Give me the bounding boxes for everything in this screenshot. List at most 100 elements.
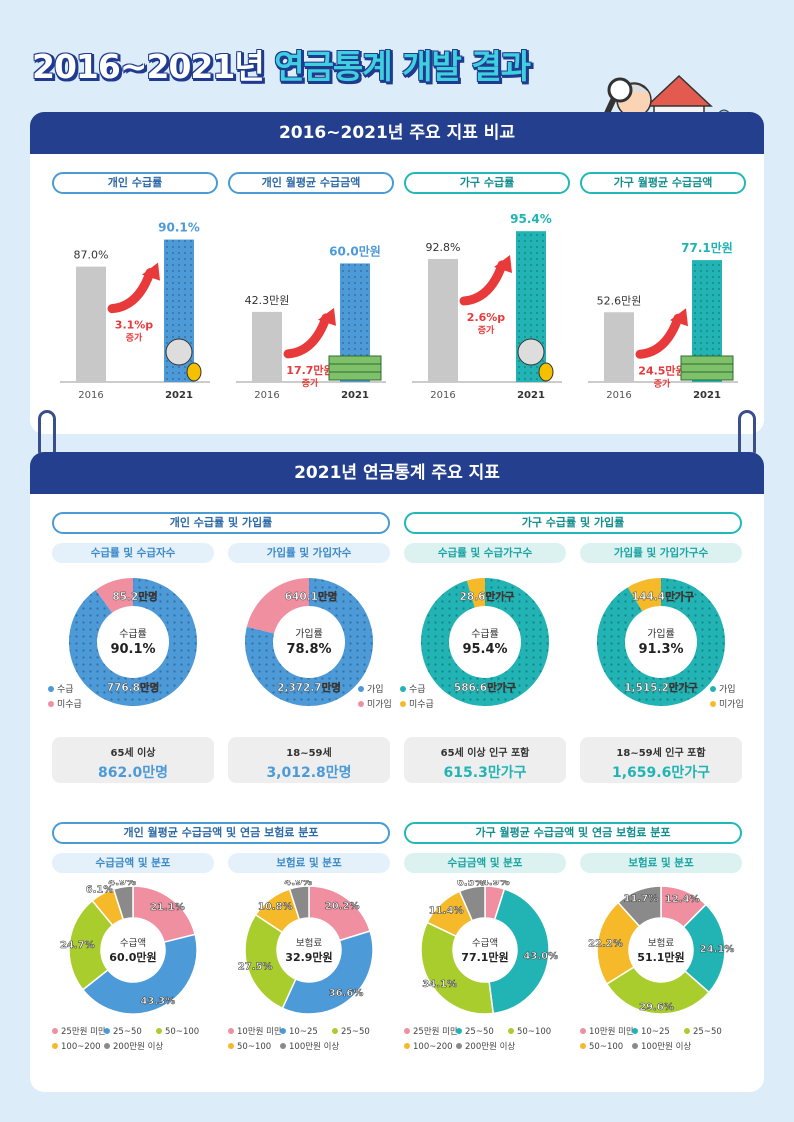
legend-label: 수급 (57, 684, 74, 695)
indicator-pill: 가구 수급률 (404, 172, 570, 194)
arrow-head-icon (142, 262, 160, 281)
distribution-slice (488, 888, 550, 1015)
center-label: 가입률 (647, 627, 675, 640)
legend-swatch (508, 1028, 514, 1034)
donut-center (279, 920, 339, 980)
value-label-2016: 87.0% (74, 249, 109, 262)
increase-arrow-icon (283, 313, 331, 359)
indicator-pill: 개인 수급률 (52, 172, 218, 194)
minor-value-label: 28.6만가구 (460, 590, 515, 603)
legend-label: 10~25 (641, 1027, 670, 1037)
slice-value-label: 21.1% (150, 902, 185, 913)
minor-value-label: 640.1만명 (285, 590, 338, 603)
legend-swatch (580, 1028, 586, 1034)
legend-swatch (456, 1028, 462, 1034)
legend-label: 50~100 (589, 1042, 623, 1052)
elder-person-icon (517, 338, 545, 366)
section1-heading: 2016~2021년 주요 지표 비교 (30, 112, 764, 154)
box-value: 1,659.6만가구 (612, 765, 710, 781)
legend-swatch (280, 1043, 286, 1049)
center-value: 77.1만원 (461, 950, 508, 964)
legend-swatch (228, 1043, 234, 1049)
distribution-slice (458, 885, 486, 922)
slice-value-label: 20.2% (325, 901, 360, 912)
slice-value-label: 24.1% (700, 944, 735, 955)
legend-label: 25만원 미만 (61, 1027, 106, 1037)
increase-label: 증가 (654, 377, 671, 389)
x-tick-2021: 2021 (341, 390, 369, 401)
legend-swatch (710, 701, 716, 707)
distribution-subtitle: 수급금액 및 분포 (52, 853, 214, 873)
legend-swatch (156, 1028, 162, 1034)
slice-minor (627, 578, 661, 612)
legend-swatch (710, 686, 716, 692)
center-label: 수급률 (471, 628, 499, 640)
slice-value-label: 43.0% (523, 951, 558, 962)
slice-value-label: 43.3% (140, 996, 175, 1007)
slice-value-label: 29.6% (639, 1002, 674, 1013)
legend-swatch (332, 1028, 338, 1034)
legend-swatch (358, 701, 364, 707)
slice-main (421, 578, 549, 706)
center-label: 수급액 (472, 937, 498, 949)
legend-swatch (52, 1028, 58, 1034)
donut-center (103, 920, 163, 980)
legend-label: 25~50 (693, 1027, 722, 1037)
center-value: 32.9만원 (285, 950, 332, 964)
money-stack-icon (328, 371, 382, 381)
distribution-slice (112, 885, 134, 921)
legend-label: 가입 (367, 683, 384, 695)
population-box: 18~59세 인구 포함 1,659.6만가구 (580, 737, 742, 783)
change-label: 3.1%p (115, 319, 154, 332)
minor-value-label: 144.4만가구 (632, 590, 695, 603)
distribution-slice (244, 913, 297, 1010)
donut-center (455, 920, 515, 980)
legend-label: 25만원 미만 (413, 1027, 458, 1037)
bar-2016 (604, 312, 634, 382)
legend-swatch (632, 1028, 638, 1034)
legend-label: 10~25 (289, 1027, 318, 1037)
donut-center (453, 610, 517, 674)
legend-label: 미가입 (367, 698, 392, 710)
legend-swatch (632, 1043, 638, 1049)
legend-label: 50~100 (165, 1027, 199, 1037)
x-tick-2021: 2021 (693, 390, 721, 401)
legend-swatch (48, 686, 54, 692)
legend-label: 미수급 (409, 699, 434, 710)
bar-2016 (76, 266, 106, 382)
center-value: 90.1% (110, 642, 155, 657)
center-value: 95.4% (462, 642, 507, 657)
x-tick-2021: 2021 (165, 390, 193, 401)
increase-arrow-icon (459, 260, 507, 306)
donut-center (631, 920, 691, 980)
distribution-slice (420, 921, 495, 1015)
legend-swatch (228, 1028, 234, 1034)
x-tick-2016: 2016 (254, 390, 279, 401)
donut-subtitle: 수급률 및 수급가구수 (404, 543, 566, 563)
distribution-slice (81, 933, 198, 1015)
slice-minor (466, 578, 485, 608)
distribution-slice (281, 930, 374, 1015)
legend-label: 200만원 이상 (113, 1041, 163, 1052)
box-value: 3,012.8만명 (266, 765, 352, 781)
legend-label: 10만원 미만 (237, 1027, 282, 1037)
donut-center (629, 610, 693, 674)
arrow-head-icon (670, 308, 688, 327)
legend-label: 미가입 (719, 698, 744, 710)
money-stack-icon (328, 363, 382, 373)
population-box: 65세 이상 인구 포함 615.3만가구 (404, 737, 566, 783)
money-stack-icon (328, 355, 382, 365)
legend-swatch (48, 701, 54, 707)
slice-main (597, 578, 725, 706)
personal-rate-pill: 개인 수급률 및 가입률 (52, 512, 390, 534)
slice-minor (246, 578, 309, 634)
comparison-bar-chart: 92.8% 95.4% 2016 2021 2.6%p증가 (412, 212, 562, 401)
legend-swatch (104, 1043, 110, 1049)
arrow-head-icon (494, 254, 512, 273)
legend-label: 50~100 (517, 1027, 551, 1037)
value-label-2021: 77.1만원 (681, 240, 733, 255)
legend-label: 100만원 이상 (289, 1041, 339, 1052)
